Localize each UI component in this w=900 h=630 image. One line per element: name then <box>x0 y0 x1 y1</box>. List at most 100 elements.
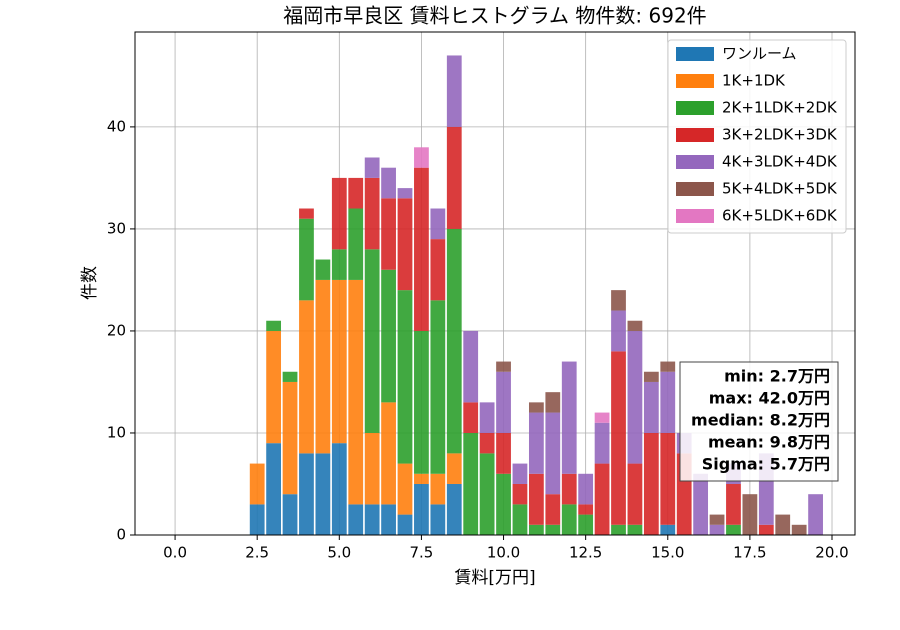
bar <box>742 494 758 535</box>
legend-swatch <box>676 47 714 61</box>
bar <box>594 422 610 464</box>
bar <box>315 453 331 535</box>
x-tick-label: 5.0 <box>327 544 351 562</box>
bar <box>430 239 446 301</box>
bar <box>561 473 577 505</box>
bar <box>315 259 331 280</box>
y-tick-label: 0 <box>116 526 126 544</box>
bar <box>446 55 462 127</box>
bar <box>496 432 511 474</box>
x-tick-label: 12.5 <box>569 544 602 562</box>
legend-swatch <box>676 155 714 169</box>
bar <box>611 524 626 535</box>
bar <box>463 330 479 403</box>
bar <box>660 432 676 525</box>
bar <box>528 524 544 535</box>
x-tick-label: 15.0 <box>651 544 684 562</box>
bar <box>348 279 364 505</box>
legend-swatch <box>676 182 714 196</box>
bar <box>446 453 462 484</box>
bar <box>299 218 314 301</box>
bar <box>282 494 298 535</box>
bar <box>364 249 380 433</box>
legend-label: ワンルーム <box>722 45 797 63</box>
legend-label: 2K+1LDK+2DK <box>722 99 838 117</box>
bar <box>315 279 331 454</box>
bar <box>414 147 429 168</box>
legend-label: 1K+1DK <box>722 72 786 90</box>
bar <box>331 279 347 444</box>
bar <box>299 453 314 535</box>
bar <box>578 504 594 515</box>
stats-text: Sigma: 5.7万円 <box>702 455 830 474</box>
bar <box>266 443 282 535</box>
x-tick-label: 7.5 <box>409 544 433 562</box>
bar <box>627 330 643 464</box>
bar <box>594 412 610 423</box>
legend-label: 6K+5LDK+6DK <box>722 207 838 225</box>
bar <box>331 443 347 535</box>
bar <box>611 351 626 525</box>
bar <box>594 463 610 535</box>
x-tick-label: 17.5 <box>733 544 766 562</box>
bar <box>709 524 725 535</box>
bar <box>364 177 380 250</box>
bar <box>643 381 659 433</box>
bar <box>611 290 626 311</box>
legend-swatch <box>676 128 714 142</box>
bar <box>331 177 347 250</box>
bar <box>627 320 643 331</box>
bar <box>249 463 265 505</box>
bar <box>414 330 429 474</box>
bar <box>627 524 643 535</box>
y-tick-label: 20 <box>107 321 126 339</box>
bar <box>512 463 528 484</box>
bar <box>430 473 446 505</box>
bar <box>627 463 643 525</box>
x-tick-label: 2.5 <box>245 544 269 562</box>
legend-swatch <box>676 74 714 88</box>
bar <box>643 371 659 382</box>
bar <box>545 494 561 525</box>
bar <box>643 432 659 535</box>
legend-swatch <box>676 209 714 223</box>
bar <box>528 473 544 525</box>
x-axis-label: 賃料[万円] <box>454 568 535 588</box>
bar <box>463 432 479 535</box>
bar <box>561 504 577 535</box>
bar <box>726 524 741 535</box>
bar <box>266 320 282 331</box>
bar <box>660 524 676 535</box>
bar <box>496 473 511 535</box>
bar <box>808 494 823 535</box>
bar <box>479 432 495 454</box>
bar <box>348 177 364 209</box>
bar <box>775 514 791 535</box>
bar <box>282 381 298 495</box>
bar <box>249 504 265 535</box>
bar <box>348 208 364 280</box>
bar <box>528 412 544 474</box>
bar <box>479 453 495 535</box>
bar <box>446 483 462 535</box>
bar <box>561 361 577 474</box>
bar <box>397 514 413 535</box>
x-tick-label: 20.0 <box>815 544 848 562</box>
x-tick-label: 0.0 <box>163 544 187 562</box>
stats-text: max: 42.0万円 <box>709 389 830 408</box>
bar <box>758 524 774 535</box>
bar <box>299 208 314 219</box>
bar <box>693 473 709 535</box>
stats-text: min: 2.7万円 <box>724 367 830 386</box>
bar <box>430 300 446 474</box>
bar <box>397 198 413 291</box>
stats-box <box>679 361 839 482</box>
y-axis-label: 件数 <box>80 266 100 300</box>
bar <box>463 402 479 433</box>
bar <box>266 330 282 444</box>
bar <box>446 126 462 229</box>
legend-label: 5K+4LDK+5DK <box>722 180 838 198</box>
bar <box>512 483 528 505</box>
bar <box>446 228 462 454</box>
